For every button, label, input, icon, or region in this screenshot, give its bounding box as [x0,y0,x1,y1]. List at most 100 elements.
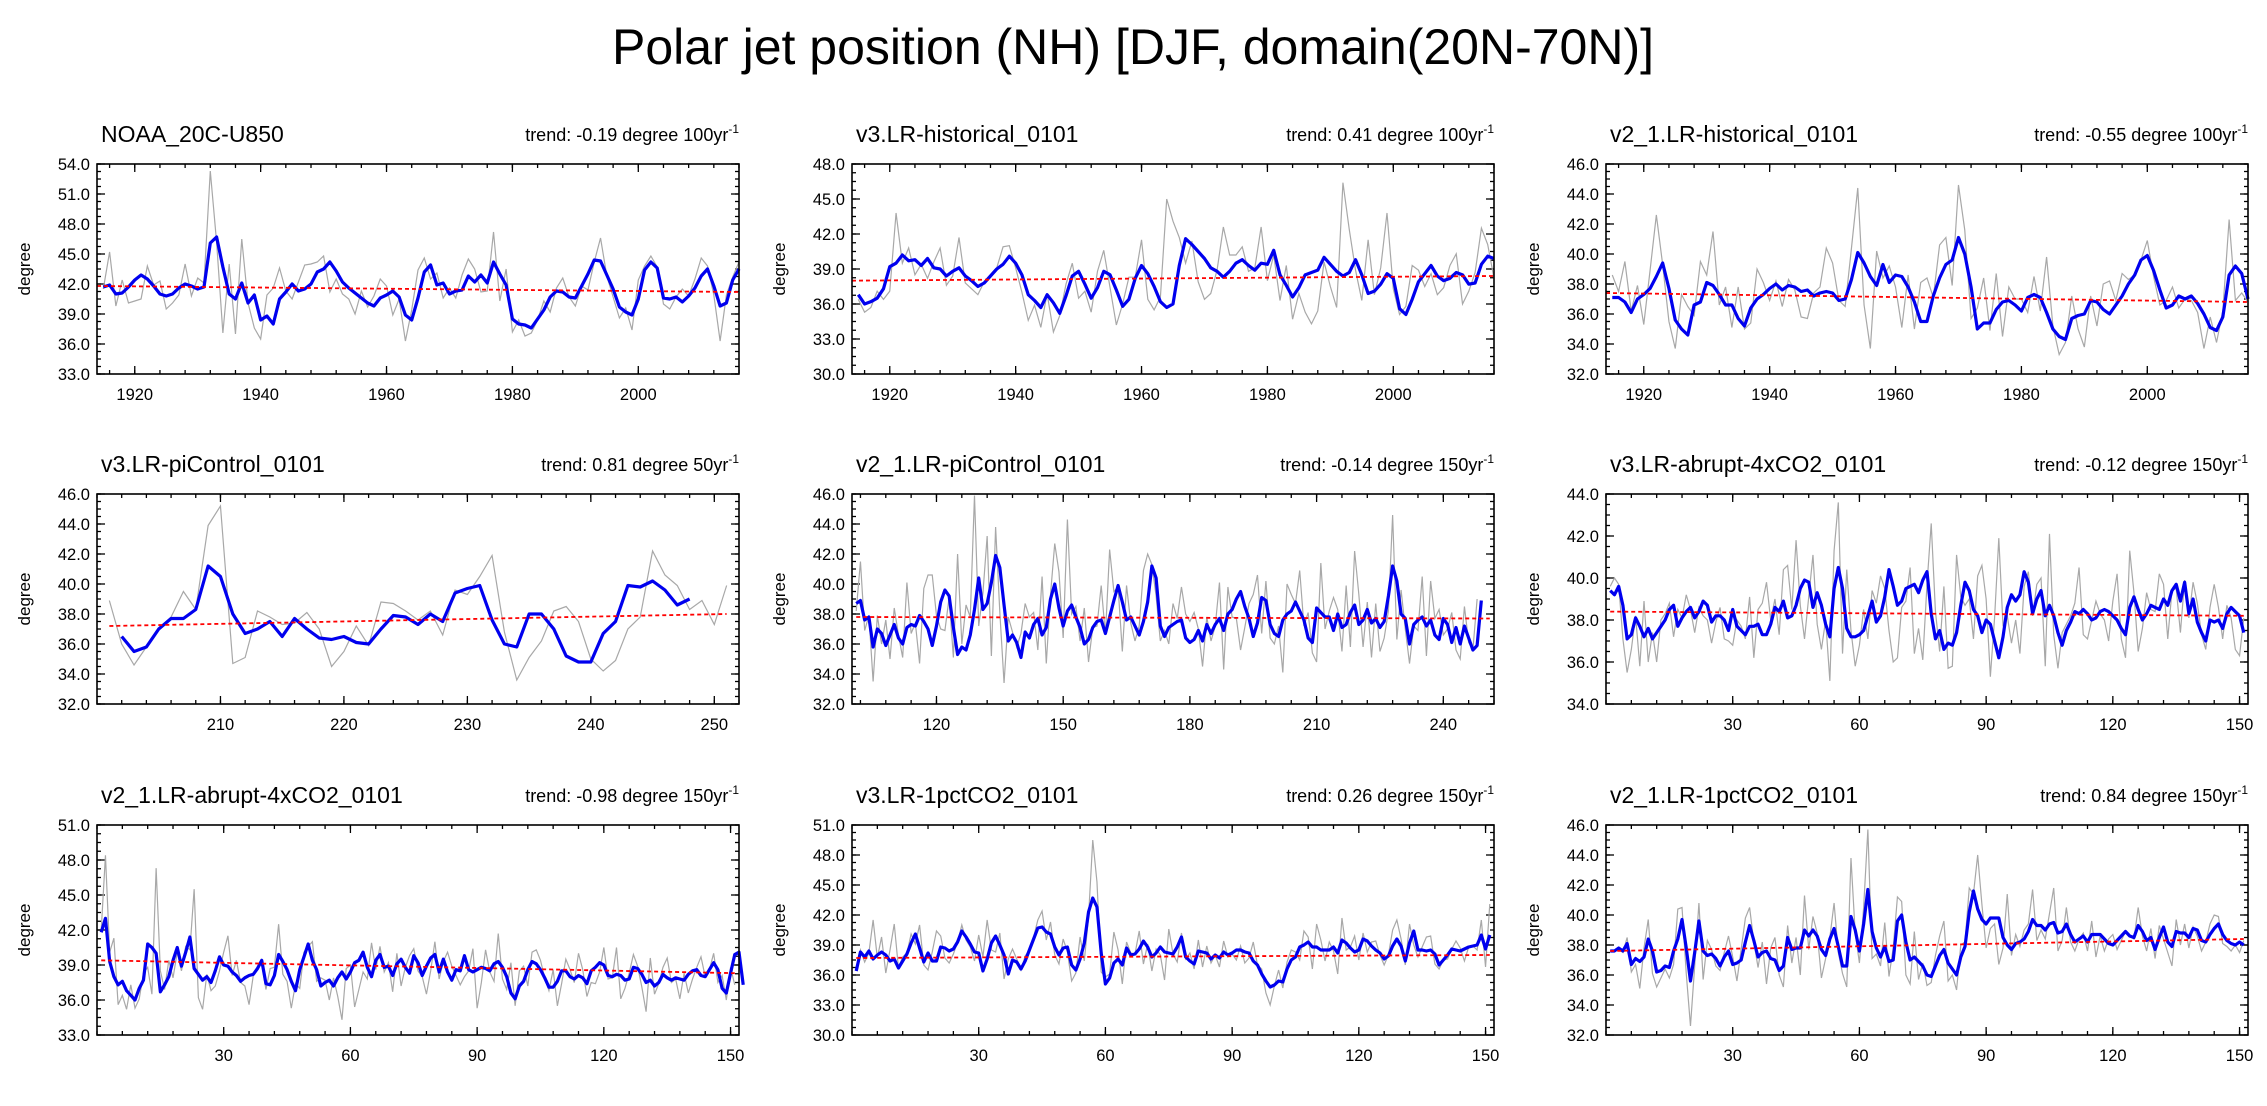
trend-line [856,954,1490,959]
y-tick-label: 44.0 [1567,186,1599,204]
y-tick-label: 36.0 [813,296,845,314]
trend-label: trend: 0.41 degree 100yr-1 [1286,122,1494,145]
x-tick-label: 120 [923,716,951,734]
y-tick-label: 51.0 [58,186,90,204]
panel-title: v3.LR-1pctCO2_0101 [856,782,1078,808]
y-tick-label: 38.0 [58,606,90,624]
chart-panel-1: NOAA_20C-U850 trend: -0.19 degree 100yr-1… [15,121,741,404]
y-tick-label: 34.0 [813,666,845,684]
x-tick-label: 60 [1096,1047,1114,1065]
trend-label: trend: -0.12 degree 150yr-1 [2034,452,2248,475]
x-tick-label: 1980 [494,386,531,404]
x-tick-label: 90 [1223,1047,1241,1065]
plot-frame [851,824,1495,1036]
trend-line [1610,938,2244,952]
y-tick-label: 44.0 [813,516,845,534]
raw-series-line [100,855,736,1020]
x-tick-label: 230 [454,716,482,734]
y-tick-label: 33.0 [813,997,845,1015]
trend-label-text: trend: -0.98 degree 150yr [525,786,728,806]
x-tick-label: 1920 [116,386,153,404]
x-tick-label: 2000 [2129,386,2166,404]
x-tick-label: 250 [701,716,729,734]
trend-label-exponent: -1 [1483,783,1494,797]
x-tick-label: 120 [2099,716,2127,734]
y-tick-label: 38.0 [1567,276,1599,294]
plot-frame [96,493,740,705]
trend-line [1610,610,2244,617]
trend-label-text: trend: -0.12 degree 150yr [2034,455,2237,475]
x-tick-label: 120 [2099,1047,2127,1065]
chart-panel-5: v2_1.LR-piControl_0101 trend: -0.14 degre… [770,451,1495,734]
y-tick-label: 32.0 [58,696,90,714]
chart-panel-8: v3.LR-1pctCO2_0101 trend: 0.26 degree 150… [770,782,1499,1065]
y-tick-label: 36.0 [813,636,845,654]
x-tick-label: 240 [577,716,605,734]
x-tick-label: 150 [1472,1047,1500,1065]
smoothed-series-line [854,896,1492,989]
y-tick-label: 36.0 [813,967,845,985]
y-tick-label: 48.0 [813,847,845,865]
x-tick-label: 30 [215,1047,233,1065]
trend-label: trend: -0.55 degree 100yr-1 [2034,122,2248,145]
panel-title: v2_1.LR-1pctCO2_0101 [1610,782,1858,808]
y-tick-label: 42.0 [813,226,845,244]
x-tick-label: 1980 [2003,386,2040,404]
y-tick-label: 54.0 [58,156,90,174]
y-tick-label: 45.0 [813,877,845,895]
y-tick-label: 38.0 [813,606,845,624]
y-tick-label: 36.0 [58,636,90,654]
x-tick-label: 1940 [997,386,1034,404]
x-tick-label: 30 [1724,716,1742,734]
y-tick-label: 40.0 [1567,570,1599,588]
x-tick-label: 220 [330,716,358,734]
trend-label-text: trend: -0.19 degree 100yr [525,125,728,145]
trend-label-text: trend: 0.41 degree 100yr [1286,125,1483,145]
y-tick-label: 32.0 [1567,366,1599,384]
smoothed-series-line [102,235,741,330]
y-tick-label: 32.0 [813,696,845,714]
y-tick-label: 40.0 [813,576,845,594]
trend-label: trend: 0.81 degree 50yr-1 [541,452,739,475]
raw-series-line [1610,829,2245,1027]
y-tick-label: 34.0 [1567,997,1599,1015]
y-tick-label: 44.0 [1567,486,1599,504]
plot-frame [96,163,740,375]
y-tick-label: 32.0 [1567,1027,1599,1045]
chart-panel-9: v2_1.LR-1pctCO2_0101 trend: 0.84 degree 1… [1524,782,2253,1065]
x-tick-label: 90 [468,1047,486,1065]
x-tick-label: 120 [590,1047,618,1065]
figure-title: Polar jet position (NH) [DJF, domain(20N… [612,19,1654,75]
trend-label-text: trend: 0.81 degree 50yr [541,455,728,475]
trend-line [851,275,1495,282]
trend-line [96,285,740,293]
x-tick-label: 2000 [1375,386,1412,404]
y-tick-label: 44.0 [58,516,90,534]
raw-series-line [855,839,1491,1008]
smoothed-series-line [856,237,1495,317]
panel-grid: NOAA_20C-U850 trend: -0.19 degree 100yr-1… [15,121,2253,1065]
x-tick-label: 1920 [1625,386,1662,404]
raw-series-line [855,495,1478,684]
x-tick-label: 90 [1977,716,1995,734]
trend-label: trend: 0.26 degree 150yr-1 [1286,783,1494,806]
y-axis-label: degree [770,904,789,957]
trend-label: trend: -0.19 degree 100yr-1 [525,122,739,145]
x-tick-label: 150 [2226,1047,2254,1065]
x-tick-label: 90 [1977,1047,1995,1065]
chart-panel-2: v3.LR-historical_0101 trend: 0.41 degree … [770,121,1495,404]
y-tick-label: 42.0 [813,546,845,564]
panel-title: v2_1.LR-historical_0101 [1610,121,1858,147]
x-tick-label: 60 [341,1047,359,1065]
panel-title: NOAA_20C-U850 [101,121,284,147]
smoothed-series-line [1610,887,2245,983]
plot-frame [1605,163,2249,375]
y-tick-label: 38.0 [1567,612,1599,630]
y-tick-label: 38.0 [1567,937,1599,955]
y-tick-label: 36.0 [1567,306,1599,324]
y-tick-label: 46.0 [813,486,845,504]
panel-title: v3.LR-piControl_0101 [101,451,325,477]
trend-label-exponent: -1 [2237,452,2248,466]
y-tick-label: 42.0 [1567,216,1599,234]
x-tick-label: 1920 [871,386,908,404]
